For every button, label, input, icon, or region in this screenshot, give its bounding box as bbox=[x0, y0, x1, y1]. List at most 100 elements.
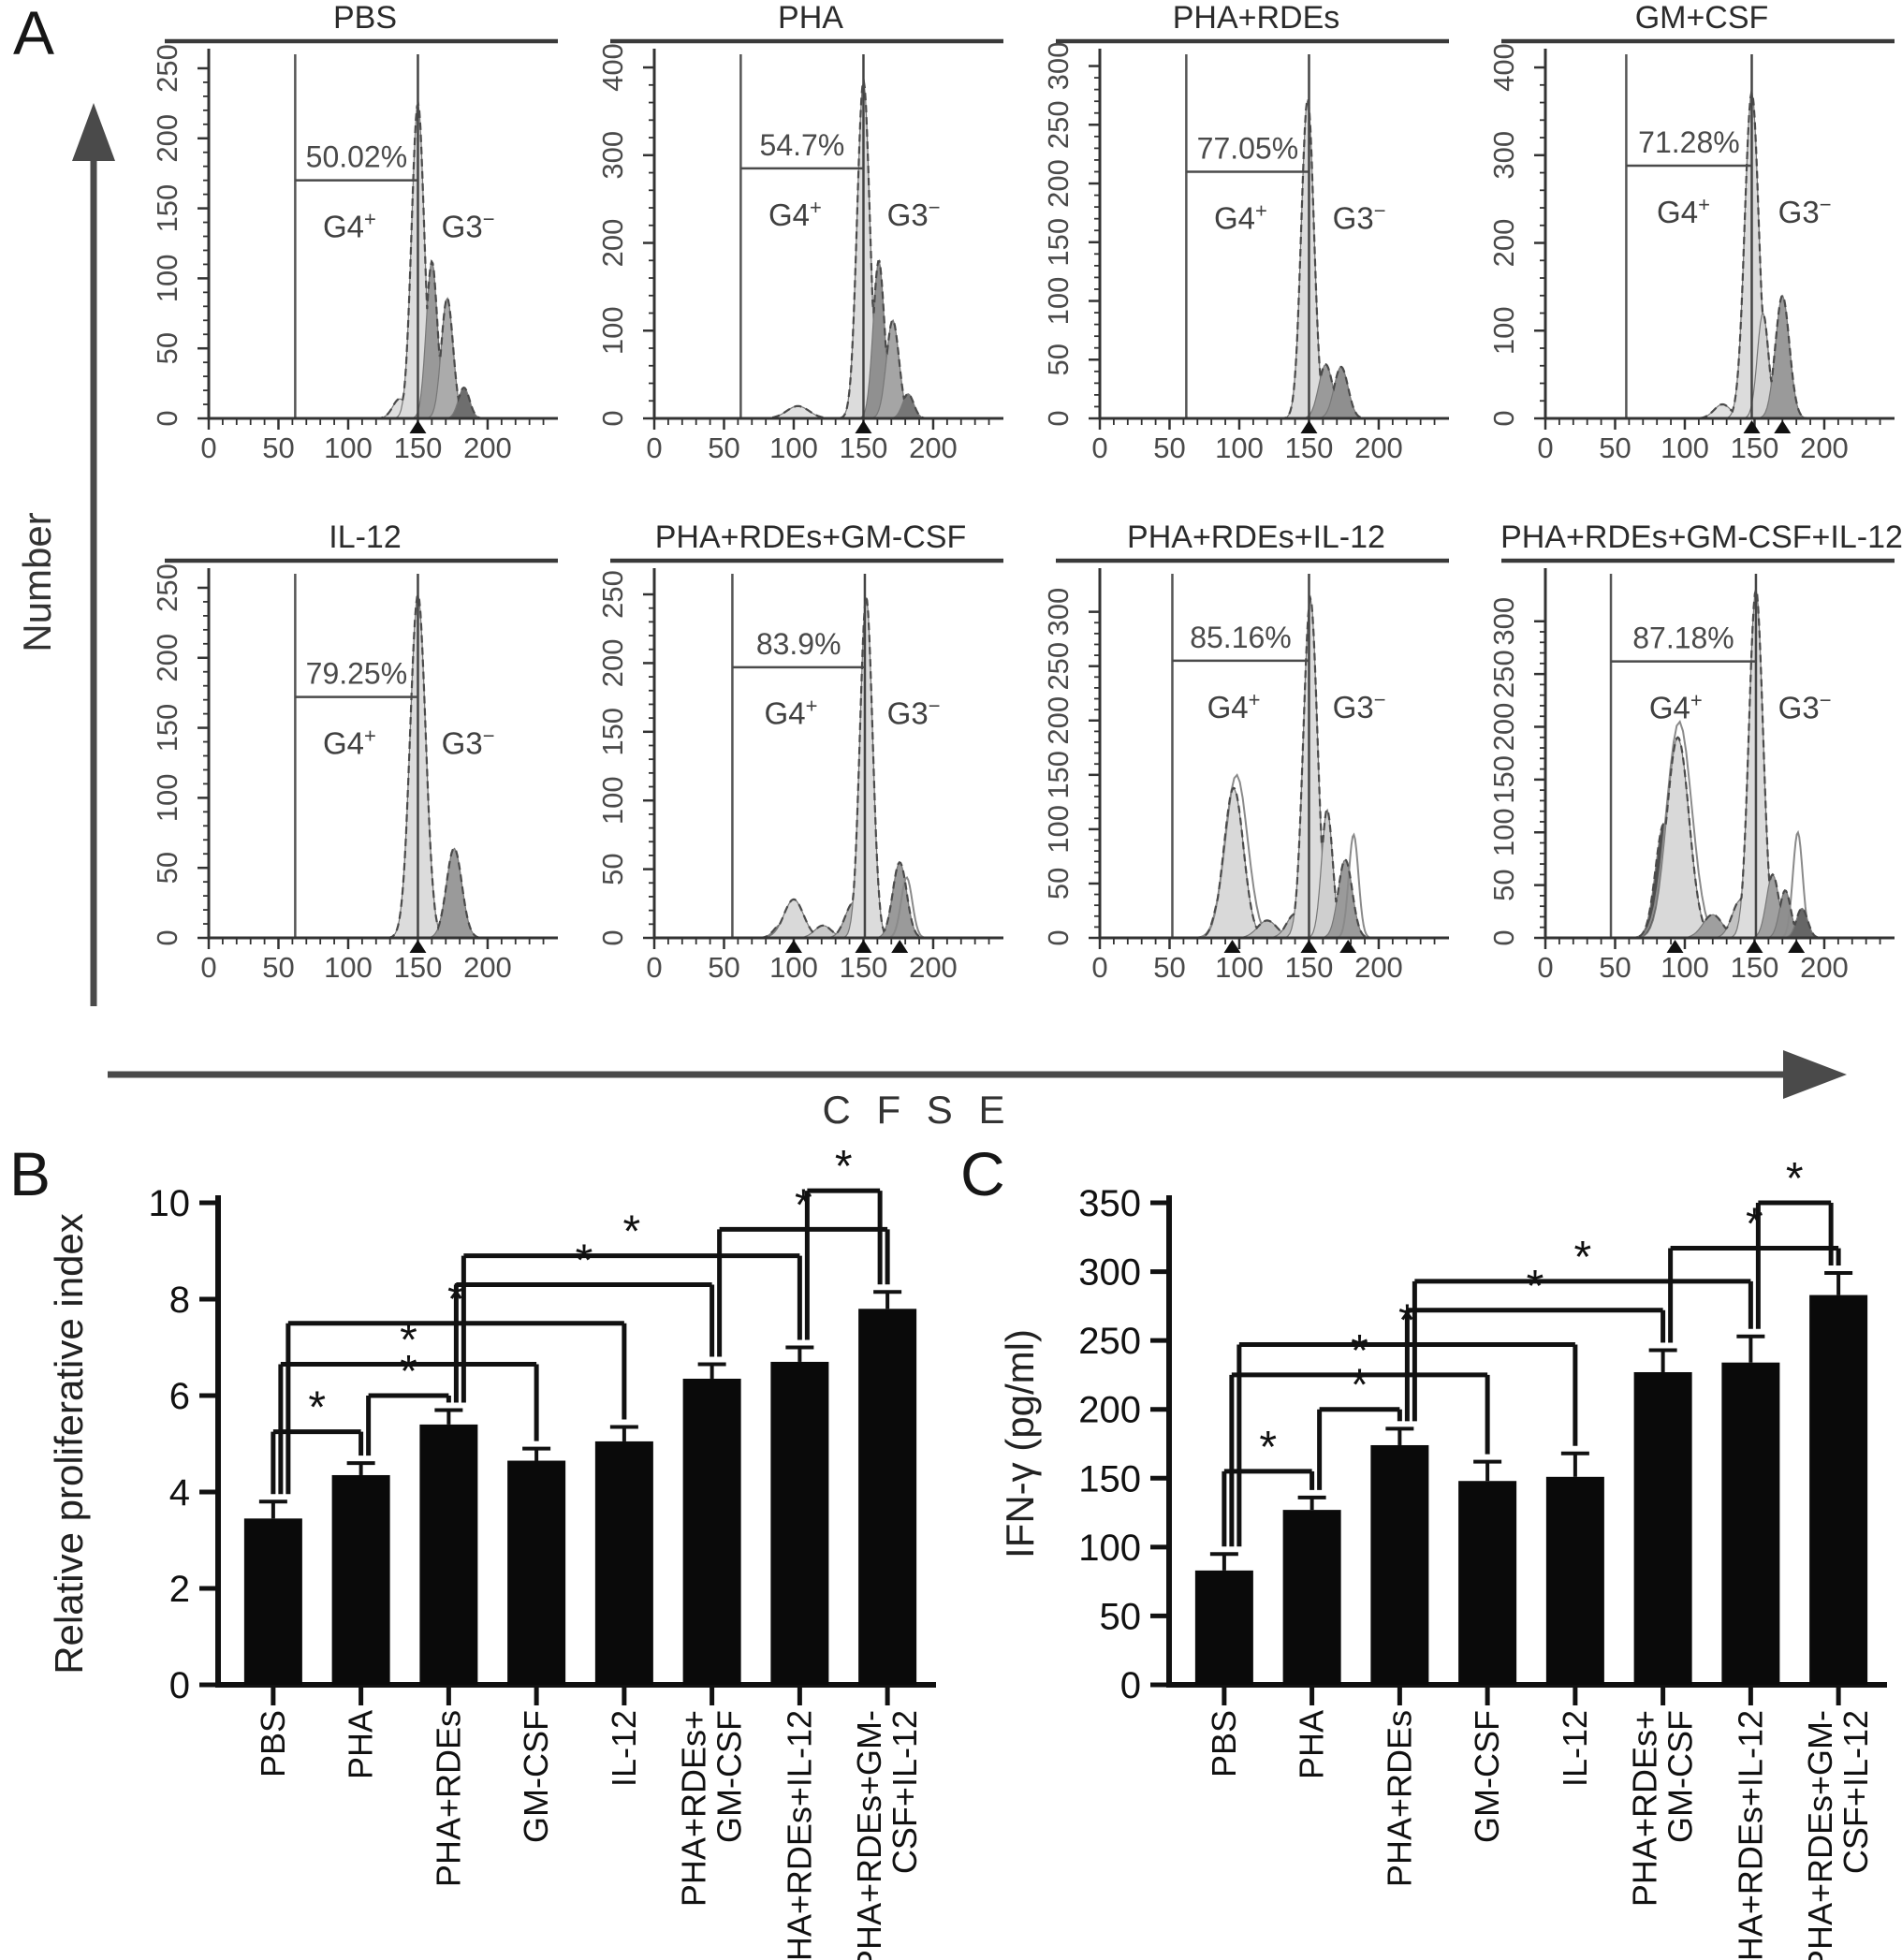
arrow-right-icon bbox=[1783, 1050, 1847, 1099]
bar bbox=[770, 1361, 829, 1685]
x-tick-label: 150 bbox=[1285, 951, 1334, 984]
y-tick-label: 0 bbox=[169, 1665, 190, 1706]
x-tick-label: 200 bbox=[1354, 951, 1403, 984]
x-tick-label: 200 bbox=[1800, 431, 1849, 464]
x-tick-label: 100 bbox=[1215, 951, 1264, 984]
histogram-pha-rdes: 77.05% G4+ G3− 0 50 100 150 200 250 300 0 50 100 150 2… bbox=[1042, 0, 1449, 464]
cfse-axis-arrow-icon bbox=[108, 1050, 1847, 1099]
y-tick-label: 50 bbox=[1100, 1596, 1142, 1637]
x-tick-label: 0 bbox=[1537, 951, 1553, 984]
gate-label-g4: G4+ bbox=[765, 695, 818, 731]
y-tick-label: 200 bbox=[596, 219, 629, 268]
y-tick-label: 200 bbox=[596, 639, 629, 688]
division-peak bbox=[751, 405, 845, 419]
gate-percentage: 77.05% bbox=[1197, 131, 1299, 165]
y-tick-label: 100 bbox=[1042, 277, 1075, 326]
axes: 0 50 100 150 200 250 300 0 50 100 150 200 bbox=[1042, 568, 1449, 984]
category-label: GM-CSF bbox=[1468, 1710, 1506, 1843]
x-tick-label: 50 bbox=[1153, 951, 1185, 984]
y-tick-label: 0 bbox=[1487, 410, 1520, 426]
x-tick-label: 100 bbox=[324, 431, 373, 464]
gate-label-g3: G3− bbox=[1778, 193, 1832, 229]
y-tick-label: 50 bbox=[1487, 869, 1520, 900]
y-tick-label: 250 bbox=[151, 44, 183, 93]
triangle-marker-icon bbox=[855, 940, 872, 953]
division-peak bbox=[839, 597, 893, 939]
y-tick-label: 150 bbox=[151, 704, 183, 753]
y-tick-label: 100 bbox=[596, 776, 629, 825]
y-tick-label: 250 bbox=[151, 563, 183, 612]
y-tick-label: 150 bbox=[151, 184, 183, 233]
x-tick-label: 0 bbox=[646, 951, 662, 984]
gate-label-g4: G4+ bbox=[1207, 688, 1261, 724]
histogram-cell-pha-rdes-gm-csf-il-12: 87.18% G4+ G3− 0 50 100 150 200 250 300 0 50 100 150 2… bbox=[1456, 519, 1902, 1039]
gate-label-g3: G3− bbox=[887, 695, 941, 731]
y-tick-label: 250 bbox=[1042, 642, 1075, 691]
y-tick-label: 400 bbox=[1487, 43, 1520, 92]
significance-asterisk: * bbox=[835, 1142, 853, 1192]
axes: 0 50 100 150 200 250 0 50 100 150 200 bbox=[596, 568, 1003, 984]
x-axis-label-cfse: C F S E bbox=[822, 1088, 1013, 1132]
y-tick-label: 100 bbox=[1487, 808, 1520, 856]
histogram-cell-pha-rdes: 77.05% G4+ G3− 0 50 100 150 200 250 300 0 50 100 150 2… bbox=[1011, 0, 1456, 519]
y-tick-label: 50 bbox=[151, 332, 183, 364]
division-peak bbox=[1631, 736, 1725, 939]
bar-chart-ifn-gamma: 0 50 100 150 200 250 300 350 IFN-γ (pg/ml) PBS PHA… bbox=[998, 1154, 1887, 1960]
x-tick-label: 150 bbox=[394, 951, 443, 984]
panel-c: C 0 50 100 150 200 250 300 350 IFN-γ (pg/ml) PBS P… bbox=[951, 1137, 1902, 1960]
category-label: PBS bbox=[254, 1710, 292, 1777]
x-tick-label: 0 bbox=[200, 951, 216, 984]
x-tick-label: 150 bbox=[840, 951, 888, 984]
histogram-cell-pha-rdes-gm-csf: 83.9% G4+ G3− 0 50 100 150 200 250 0 50 100 150 200 PH… bbox=[565, 519, 1011, 1039]
y-tick-label: 50 bbox=[1042, 344, 1075, 375]
category-label: PHA+RDEs+IL-12 bbox=[1731, 1710, 1769, 1960]
bar bbox=[682, 1378, 741, 1685]
peak-triangle-markers bbox=[1666, 940, 1806, 953]
y-tick-label: 0 bbox=[1042, 410, 1075, 426]
x-tick-label: 150 bbox=[1285, 431, 1334, 464]
y-tick-label: 200 bbox=[1487, 219, 1520, 268]
category-label: PHA bbox=[1293, 1710, 1331, 1779]
significance-asterisk: * bbox=[400, 1347, 417, 1397]
y-tick-label: 200 bbox=[151, 634, 183, 682]
category-label: PHA+RDEs bbox=[429, 1710, 467, 1887]
number-axis-arrow-icon bbox=[72, 103, 115, 1006]
bar bbox=[1282, 1510, 1341, 1685]
significance-asterisk: * bbox=[1527, 1262, 1544, 1311]
category-label: PHA+RDEs+GM-CSF bbox=[1626, 1710, 1700, 1907]
histogram-title: PBS bbox=[333, 0, 397, 36]
y-tick-label: 300 bbox=[1487, 597, 1520, 646]
y-tick-label: 10 bbox=[149, 1183, 191, 1224]
category-label: IL-12 bbox=[605, 1710, 643, 1787]
x-tick-label: 200 bbox=[1354, 431, 1403, 464]
y-tick-label: 200 bbox=[151, 114, 183, 163]
y-tick-label: 2 bbox=[169, 1569, 190, 1610]
histogram-pha: 54.7% G4+ G3− 0 100 200 300 400 0 50 100 150 200 PHA bbox=[596, 0, 1003, 464]
x-tick-label: 50 bbox=[1599, 951, 1631, 984]
histogram-title: PHA+RDEs+IL-12 bbox=[1127, 519, 1385, 555]
gate-label-g4: G4+ bbox=[1214, 198, 1267, 235]
y-tick-label: 300 bbox=[1042, 42, 1075, 91]
significance-asterisk: * bbox=[623, 1207, 641, 1257]
panel-b: B 0 2 4 6 8 10 Relative proliferative index PBS… bbox=[0, 1137, 951, 1960]
y-tick-label: 100 bbox=[1078, 1528, 1141, 1569]
bar-chart-proliferative-index: 0 2 4 6 8 10 Relative proliferative index PBS PH… bbox=[47, 1142, 936, 1960]
significance-asterisk: * bbox=[1351, 1326, 1368, 1376]
triangle-marker-icon bbox=[1774, 420, 1792, 433]
histogram-title: PHA+RDEs+GM-CSF bbox=[655, 519, 967, 555]
x-tick-label: 0 bbox=[1091, 431, 1107, 464]
gate-percentage: 79.25% bbox=[306, 657, 408, 691]
peak-triangle-markers bbox=[1223, 940, 1357, 953]
histogram-pbs: 50.02% G4+ G3− 0 50 100 150 200 250 0 50 100 150 200 P… bbox=[151, 0, 558, 464]
significance-asterisk: * bbox=[576, 1236, 593, 1286]
triangle-marker-icon bbox=[891, 940, 909, 953]
y-tick-label: 0 bbox=[1120, 1665, 1141, 1706]
gate-label-g3: G3− bbox=[442, 724, 495, 761]
histogram-il-12: 79.25% G4+ G3− 0 50 100 150 200 250 0 50 100 150 200 I… bbox=[151, 519, 558, 984]
gate-percentage: 50.02% bbox=[306, 140, 408, 174]
category-label: PHA bbox=[342, 1710, 380, 1779]
histogram-title: PHA+RDEs+GM-CSF+IL-12 bbox=[1500, 519, 1902, 555]
y-tick-label: 0 bbox=[151, 929, 183, 945]
envelope-curve bbox=[229, 592, 546, 940]
gate-percentage: 87.18% bbox=[1632, 622, 1734, 655]
